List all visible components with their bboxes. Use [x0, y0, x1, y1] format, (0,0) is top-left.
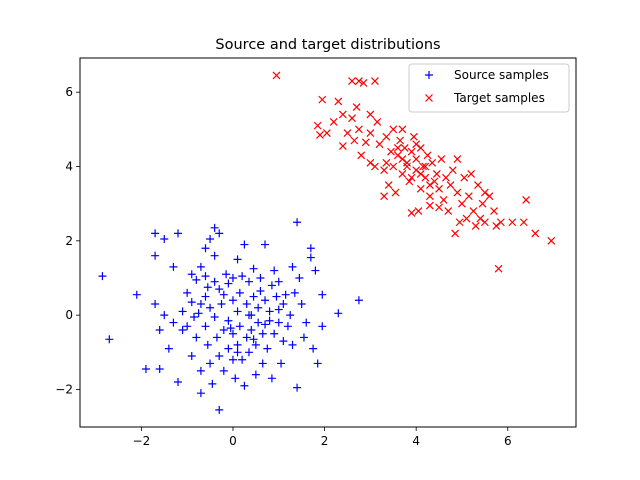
x-marker-icon: [425, 94, 433, 102]
legend: Source samples Target samples: [408, 63, 570, 113]
y-axis: −2 0 2 4 6: [55, 85, 80, 396]
plot-area-frame: [79, 57, 577, 428]
y-tick-label: 6: [65, 85, 73, 99]
y-tick-label: −2: [55, 382, 73, 396]
legend-item-target: Target samples: [425, 91, 545, 105]
y-tick-label: 0: [65, 308, 73, 322]
chart-title: Source and target distributions: [215, 37, 440, 53]
y-tick-label: 4: [65, 160, 73, 174]
legend-item-source: Source samples: [425, 68, 549, 82]
x-tick-label: 0: [229, 434, 237, 448]
source-series: [98, 218, 363, 414]
x-axis: −2 0 2 4 6: [133, 427, 512, 448]
legend-label: Source samples: [454, 68, 549, 82]
scatter-points: [98, 71, 556, 414]
plus-marker-icon: [425, 71, 433, 79]
x-tick-label: 4: [412, 434, 420, 448]
x-tick-label: 2: [321, 434, 329, 448]
target-series: [272, 71, 556, 273]
legend-label: Target samples: [453, 91, 545, 105]
y-tick-label: 2: [65, 234, 73, 248]
x-tick-label: 6: [504, 434, 512, 448]
x-tick-label: −2: [133, 434, 151, 448]
